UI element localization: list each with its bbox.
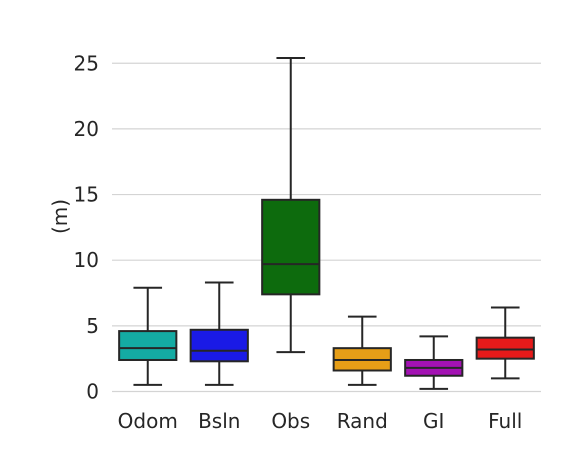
gridlines	[112, 62, 541, 393]
x-tick-labels: Odom Bsln Obs Rand GI Full	[118, 409, 523, 433]
box-rand	[332, 315, 392, 386]
box-bsln	[189, 281, 249, 386]
box-obs	[261, 57, 321, 354]
box-gi	[404, 335, 464, 390]
y-tick-label: 0	[86, 379, 99, 403]
box-full	[475, 306, 535, 380]
y-tick-labels: 0 5 10 15 20 25	[74, 51, 99, 403]
iqr-box	[475, 336, 535, 360]
x-tick-label: Full	[488, 409, 522, 433]
iqr-box	[261, 198, 321, 296]
y-tick-label: 5	[86, 314, 99, 338]
box-series	[118, 57, 535, 390]
x-tick-label: Rand	[337, 409, 388, 433]
x-tick-label: Bsln	[198, 409, 240, 433]
box-odom	[118, 286, 178, 386]
x-tick-label: Obs	[271, 409, 310, 433]
iqr-box	[189, 328, 249, 363]
y-tick-label: 25	[74, 51, 99, 75]
y-axis-label: (m)	[48, 199, 72, 234]
iqr-box	[118, 330, 178, 361]
x-tick-label: Odom	[118, 409, 178, 433]
y-tick-label: 10	[74, 248, 99, 272]
y-tick-label: 15	[74, 183, 99, 207]
x-tick-label: GI	[423, 409, 444, 433]
y-tick-label: 20	[74, 117, 99, 141]
